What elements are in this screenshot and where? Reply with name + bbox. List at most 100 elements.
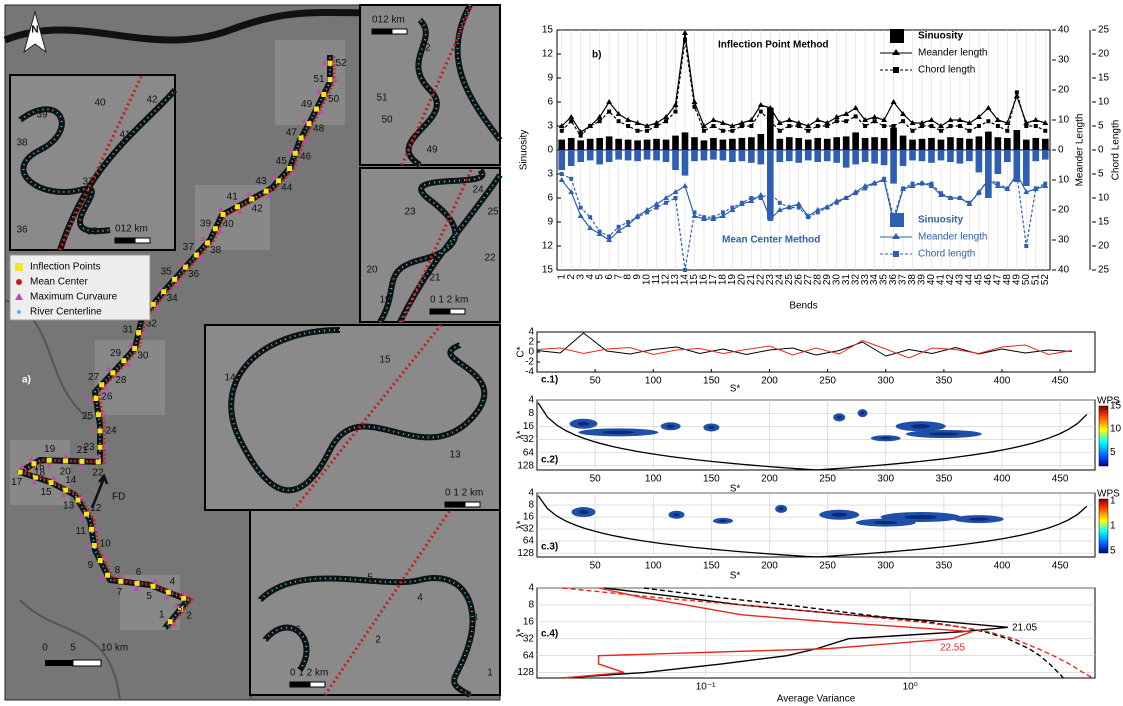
line-marker — [825, 205, 830, 210]
x-tick-label: 39 — [917, 274, 928, 286]
inset-scale-label: 0 1 2 km — [290, 668, 328, 679]
y2-tick-label: 0 — [1058, 145, 1064, 156]
inset-scale-bar — [371, 28, 393, 35]
power-core — [719, 519, 727, 523]
x-axis-title: Bends — [789, 301, 817, 312]
y3-tick-label: 10 — [1098, 97, 1110, 108]
line-marker — [664, 119, 669, 124]
bend-number: 14 — [65, 475, 77, 486]
bar — [880, 138, 888, 150]
bar — [842, 136, 850, 150]
line — [561, 39, 1046, 137]
bar — [966, 138, 973, 150]
inflection-point — [181, 595, 187, 601]
bar — [653, 138, 660, 150]
y-tick-label: 4 — [528, 583, 534, 594]
max-curvature — [133, 585, 140, 591]
line-marker — [919, 120, 926, 125]
x-tick-label: 150 — [703, 376, 720, 387]
line-marker — [664, 200, 669, 205]
bar — [823, 138, 831, 150]
line-marker — [569, 176, 574, 181]
inset-bend-number: 5 — [367, 573, 373, 584]
line-marker — [795, 201, 802, 206]
inset-bend-number: 1 — [487, 668, 493, 679]
y-tick-label: 64 — [523, 650, 535, 661]
line-marker — [616, 119, 621, 124]
inflection-point — [105, 572, 111, 578]
bend-number: 8 — [115, 565, 121, 576]
legend-label: Meander length — [918, 48, 988, 59]
inset-bend-number: 51 — [376, 93, 388, 104]
inflection-point — [212, 226, 218, 232]
y2-tick-label: 30 — [1058, 55, 1070, 66]
inflection-point — [134, 580, 140, 586]
bar — [985, 131, 992, 150]
y-tick-label: 32 — [523, 633, 535, 644]
line-marker — [700, 123, 707, 128]
line-marker — [749, 196, 754, 200]
bend-number: 32 — [146, 319, 158, 330]
bar — [681, 132, 689, 150]
line-marker — [872, 181, 877, 186]
inflection-point — [89, 526, 95, 532]
max-curvature — [178, 260, 185, 266]
y-tick-label: 4 — [528, 395, 534, 406]
x-tick-label: 150 — [703, 561, 720, 572]
inset-scale-label: 0 1 2 km — [430, 295, 468, 306]
max-curvature — [287, 148, 294, 154]
flow-label: FD — [112, 492, 125, 503]
y3-tick-label: 5 — [1098, 169, 1104, 180]
inflection-point — [121, 358, 127, 364]
max-curvature — [271, 174, 278, 180]
line-marker — [967, 200, 972, 205]
bar — [634, 150, 641, 162]
line-marker — [682, 37, 687, 42]
max-curvature — [60, 492, 67, 498]
y2-tick-label: 10 — [1058, 115, 1070, 126]
bar — [577, 140, 585, 150]
x-tick-label: 21 — [746, 274, 757, 286]
inflection-point — [46, 457, 52, 463]
line — [562, 587, 973, 679]
bar — [852, 132, 859, 150]
bar — [823, 150, 831, 162]
y2-tick-label: 30 — [1058, 235, 1070, 246]
bend-number: 31 — [122, 325, 134, 336]
bend-number: 43 — [255, 176, 267, 187]
bend-number: 19 — [44, 444, 56, 455]
line-marker — [937, 123, 944, 128]
bend-number: 24 — [105, 426, 117, 437]
line-marker — [739, 124, 744, 128]
bar — [748, 150, 755, 163]
bend-number: 48 — [313, 124, 325, 135]
bar — [947, 137, 954, 150]
bend-number: 26 — [101, 391, 113, 402]
annotation: 22.55 — [940, 643, 965, 654]
y2-tick-label: 10 — [1058, 175, 1070, 186]
bar — [994, 137, 1002, 150]
bend-number: 11 — [76, 526, 87, 537]
y-tick-label: 15 — [542, 25, 554, 36]
max-curvature — [18, 463, 25, 469]
max-curvature — [102, 444, 109, 450]
x-tick-label: 32 — [850, 274, 861, 286]
y-tick-label: 2 — [528, 337, 534, 348]
inflection-point — [132, 345, 138, 351]
line-marker — [995, 181, 1000, 186]
x-tick-label: 3 — [575, 274, 586, 280]
line-marker — [833, 114, 840, 119]
bend-number: 29 — [110, 348, 122, 359]
line-marker — [768, 119, 773, 124]
x-tick-label: 400 — [994, 474, 1011, 485]
legend-label: Meander length — [918, 232, 988, 243]
legend-label: Maximum Curvaure — [30, 292, 118, 303]
inflection-point — [306, 121, 312, 127]
bar — [909, 139, 916, 150]
x-tick-label: 200 — [761, 376, 778, 387]
x-tick-label: 45 — [974, 274, 985, 286]
line-marker — [720, 128, 725, 133]
x-tick-label: 9 — [632, 274, 643, 280]
y-axis-title: λ* — [516, 628, 527, 637]
bar — [577, 150, 585, 162]
